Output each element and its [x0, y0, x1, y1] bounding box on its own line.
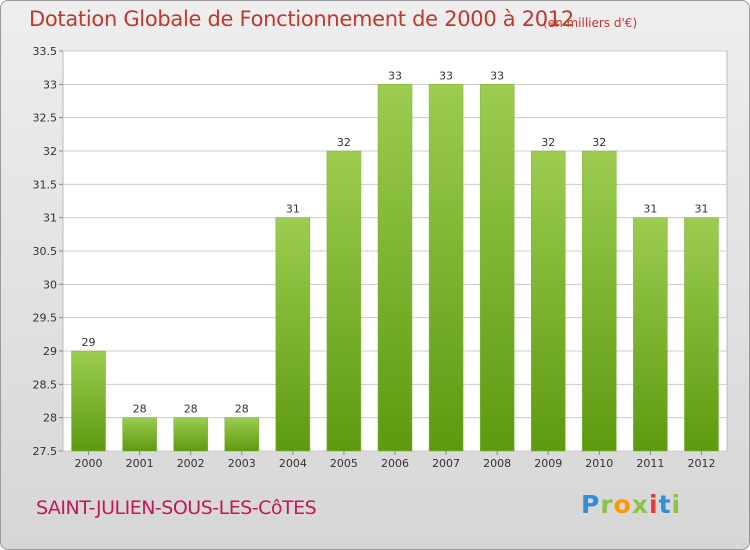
bars: 29 28 28 28 31 32 33 33 33 32 32 31 31: [71, 69, 719, 452]
y-tick-label: 29.5: [33, 312, 58, 325]
bar-value-label: 28: [235, 403, 249, 416]
chart-subtitle: (en milliers d'€): [543, 16, 638, 30]
bar-value-label: 28: [133, 403, 147, 416]
x-tick-label: 2008: [483, 457, 511, 470]
x-tick-label: 2007: [432, 457, 460, 470]
y-tick-label: 30.5: [33, 245, 58, 258]
bar-2010: [582, 150, 617, 452]
x-tick-label: 2001: [126, 457, 154, 470]
y-tick-label: 32: [43, 145, 57, 158]
x-tick-label: 2003: [228, 457, 256, 470]
x-tick-label: 2012: [687, 457, 715, 470]
y-tick-label: 29: [43, 345, 57, 358]
commune-name: SAINT-JULIEN-SOUS-LES-CôTES: [36, 497, 317, 519]
bar-value-label: 31: [694, 203, 708, 216]
y-tick-label: 33.5: [33, 45, 58, 58]
y-tick-label: 31: [43, 212, 57, 225]
bar-value-label: 32: [541, 136, 555, 149]
bar-value-label: 31: [286, 203, 300, 216]
bar-value-label: 33: [490, 69, 504, 82]
x-tick-label: 2004: [279, 457, 307, 470]
bar-value-label: 32: [592, 136, 606, 149]
logo-letter: t: [658, 490, 672, 519]
y-tick-label: 30: [43, 278, 57, 291]
logo-letter: P: [581, 490, 601, 519]
bar-value-label: 31: [643, 203, 657, 216]
y-tick-label: 32.5: [33, 112, 58, 125]
bar-2007: [428, 84, 464, 452]
y-tick-label: 28.5: [33, 378, 58, 391]
logo-letter: x: [631, 490, 649, 519]
x-tick-label: 2002: [177, 457, 205, 470]
bar-2009: [530, 150, 566, 452]
x-tick-label: 2010: [585, 457, 613, 470]
x-axis: 2000 2001 2002 2003 2004 2005 2006 2007 2008 2009…: [75, 451, 715, 470]
bar-2001: [122, 417, 157, 452]
bar-2008: [479, 84, 515, 452]
y-axis: 27.5 28 28.5 29 29.5 30 30.5 31 31.5 32 32.5 33 33.5: [33, 45, 63, 458]
proxiti-logo[interactable]: Proxiti: [581, 490, 681, 519]
bar-value-label: 28: [184, 403, 198, 416]
chart-title: Dotation Globale de Fonctionnement de 20…: [29, 7, 574, 31]
logo-letter: i: [649, 490, 659, 519]
bar-2002: [173, 417, 208, 452]
bar-2003: [224, 417, 260, 452]
bar-2005: [326, 150, 362, 452]
bar-2000: [71, 350, 106, 452]
y-tick-label: 33: [43, 78, 57, 91]
bar-value-label: 29: [82, 336, 96, 349]
x-tick-label: 2000: [75, 457, 103, 470]
bar-2004: [275, 217, 311, 452]
bar-value-label: 32: [337, 136, 351, 149]
bar-2011: [633, 217, 668, 452]
x-tick-label: 2005: [330, 457, 358, 470]
bar-value-label: 33: [439, 69, 453, 82]
logo-letter: r: [600, 490, 614, 519]
y-tick-label: 27.5: [33, 445, 58, 458]
y-tick-label: 28: [43, 412, 57, 425]
logo-letter: o: [613, 490, 632, 519]
bar-2006: [377, 84, 413, 452]
logo-letter: i: [671, 490, 682, 519]
bar-2012: [684, 217, 719, 452]
x-tick-label: 2006: [381, 457, 409, 470]
y-tick-label: 31.5: [33, 178, 58, 191]
x-tick-label: 2009: [534, 457, 562, 470]
x-tick-label: 2011: [636, 457, 664, 470]
bar-value-label: 33: [388, 69, 402, 82]
